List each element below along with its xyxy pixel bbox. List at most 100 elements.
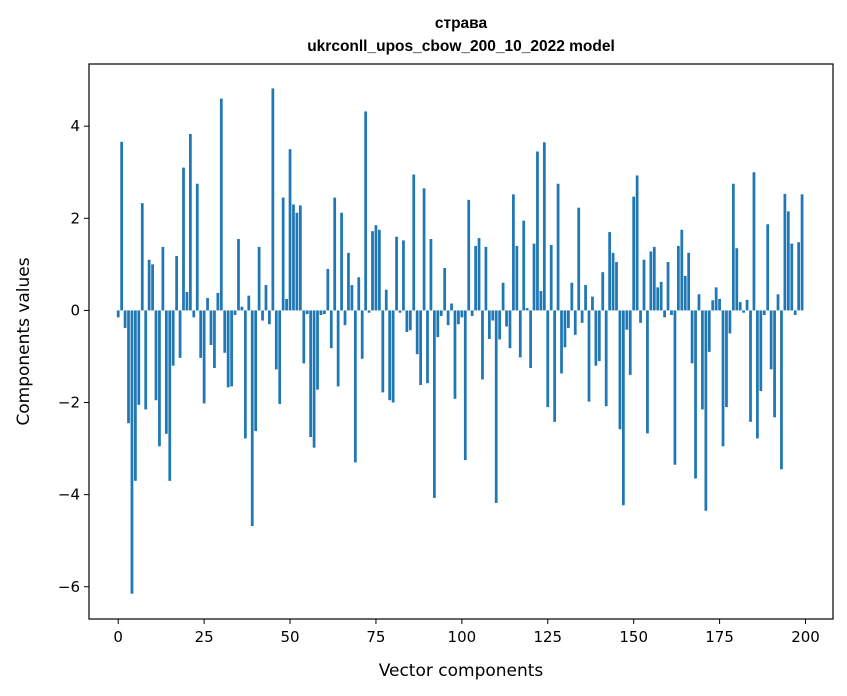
bar [491,310,495,321]
bar [378,229,381,311]
bar [274,310,278,370]
bar [518,310,522,358]
bar [436,310,440,338]
plot-frame [88,63,834,620]
bar [594,310,598,366]
y-tick-label: 0 [70,301,80,319]
bar [780,310,783,470]
x-axis-label: Vector components [379,661,544,681]
bar [391,310,395,403]
bar [597,310,601,362]
bar [745,299,749,311]
bar [408,310,412,331]
y-tick-label: −2 [58,394,80,412]
x-tick-label: 100 [448,628,477,646]
bar [738,302,742,311]
bar [783,193,787,311]
bar [302,310,306,364]
x-axis-ticks: 0 25 50 75 100 125 150 175 200 [113,619,820,646]
y-axis-label: Components values [14,257,34,425]
bar [694,310,697,479]
bar [388,310,392,401]
bar [168,310,172,481]
bar [412,174,416,311]
bar [470,310,474,316]
bar [673,310,677,465]
bar [323,310,326,315]
bar [257,246,261,311]
bar [498,310,502,340]
bar [742,310,746,313]
bar [357,277,361,311]
bar [467,199,471,311]
bar [415,310,419,355]
bar [608,232,612,311]
bar [384,289,388,311]
bar [546,310,550,408]
bar [635,175,639,311]
bar [395,236,398,311]
bar [446,310,450,326]
bar [621,310,625,506]
bar [223,310,227,353]
bar [319,310,323,316]
bar [202,310,206,404]
bar [422,188,426,311]
bar [512,194,515,311]
bar [161,246,165,311]
bar [659,281,663,311]
bar [295,212,299,311]
bar [347,252,350,311]
bar [515,245,519,311]
bar [762,310,766,316]
bar [360,310,364,359]
bar [687,252,691,311]
bar [164,310,168,434]
bar [556,183,560,311]
bar [405,310,409,333]
bar [484,246,488,311]
bar [683,275,687,311]
bar [773,310,776,418]
bar [625,310,629,330]
bar [298,205,302,311]
bar [432,310,436,498]
bar [728,310,732,334]
bar [639,310,642,323]
bar [402,240,405,311]
bar [646,310,649,434]
bar [158,310,161,447]
chart-title: страва [435,15,488,32]
bar [450,303,453,311]
bar [453,310,457,399]
bar [797,242,801,311]
bar [285,298,288,311]
bar [309,310,313,438]
x-tick-label: 175 [705,628,734,646]
x-tick-label: 75 [366,628,385,646]
bar [766,224,770,311]
bar [240,306,244,311]
bar [247,295,251,311]
x-tick-label: 150 [619,628,648,646]
bar [305,310,309,315]
bar [312,310,316,448]
bar [460,310,464,318]
x-tick-label: 0 [113,628,123,646]
bar [350,285,354,311]
bar [343,310,347,326]
bar [134,310,137,481]
bar [144,310,148,410]
bar [701,310,704,410]
bar [463,310,467,461]
bar [680,229,684,311]
bar [288,149,292,311]
bar [419,310,422,386]
bar [237,239,240,311]
bar [364,111,368,311]
bar [481,310,484,380]
bar [776,294,780,311]
bar [137,310,141,405]
bar [570,282,574,311]
x-tick-label: 200 [791,628,820,646]
